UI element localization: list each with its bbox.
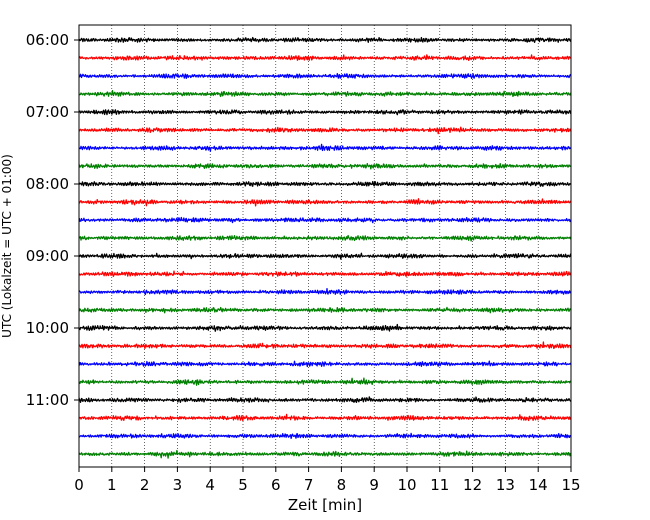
x-tick-label: 5: [238, 476, 248, 494]
trace-line: [78, 270, 572, 277]
plot-frame: [78, 24, 572, 468]
trace-line: [78, 126, 572, 135]
trace-line: [78, 109, 572, 116]
x-tick-label: 11: [430, 476, 449, 494]
y-tick-label: 10:00: [26, 319, 69, 337]
trace-line: [78, 287, 572, 296]
x-axis-label: Zeit [min]: [288, 496, 362, 514]
trace-line: [78, 36, 572, 43]
trace-line: [78, 216, 572, 224]
x-tick-label: 4: [205, 476, 215, 494]
x-tick-label: 6: [271, 476, 281, 494]
trace-line: [78, 449, 572, 459]
x-tick-label: 13: [496, 476, 515, 494]
y-tick-label: 08:00: [26, 175, 69, 193]
axis-ticks: 0 1 2 3 4 5 6 7 8 9 10 11 12 13 14 1506:0007:0008:0009:…: [26, 31, 581, 494]
trace-line: [78, 54, 572, 61]
trace-line: [78, 323, 572, 332]
trace-line: [78, 360, 572, 368]
trace-line: [78, 306, 572, 314]
x-tick-label: 0: [74, 476, 84, 494]
trace-line: [78, 252, 572, 260]
trace-line: [78, 234, 572, 242]
x-tick-label: 8: [337, 476, 347, 494]
trace-line: [78, 432, 572, 440]
trace-line: [78, 143, 572, 152]
x-tick-label: 3: [173, 476, 183, 494]
trace-line: [78, 341, 572, 350]
trace-line: [78, 413, 572, 422]
x-tick-label: 10: [397, 476, 416, 494]
x-tick-label: 2: [140, 476, 150, 494]
trace-line: [78, 73, 572, 80]
x-tick-label: 9: [369, 476, 379, 494]
trace-line: [78, 181, 572, 187]
x-tick-label: 14: [529, 476, 548, 494]
y-tick-label: 09:00: [26, 247, 69, 265]
y-axis-label: UTC (Lokalzeit = UTC + 01:00): [0, 154, 14, 338]
x-tick-label: 12: [463, 476, 482, 494]
trace-line: [78, 162, 572, 170]
x-tick-label: 15: [561, 476, 580, 494]
y-tick-label: 06:00: [26, 31, 69, 49]
y-tick-label: 07:00: [26, 103, 69, 121]
trace-line: [78, 377, 572, 386]
trace-series: [78, 36, 572, 459]
x-tick-label: 1: [107, 476, 117, 494]
trace-line: [78, 89, 572, 98]
trace-line: [78, 396, 572, 404]
x-tick-label: 7: [304, 476, 314, 494]
trace-line: [78, 198, 572, 207]
y-tick-label: 11:00: [26, 391, 69, 409]
